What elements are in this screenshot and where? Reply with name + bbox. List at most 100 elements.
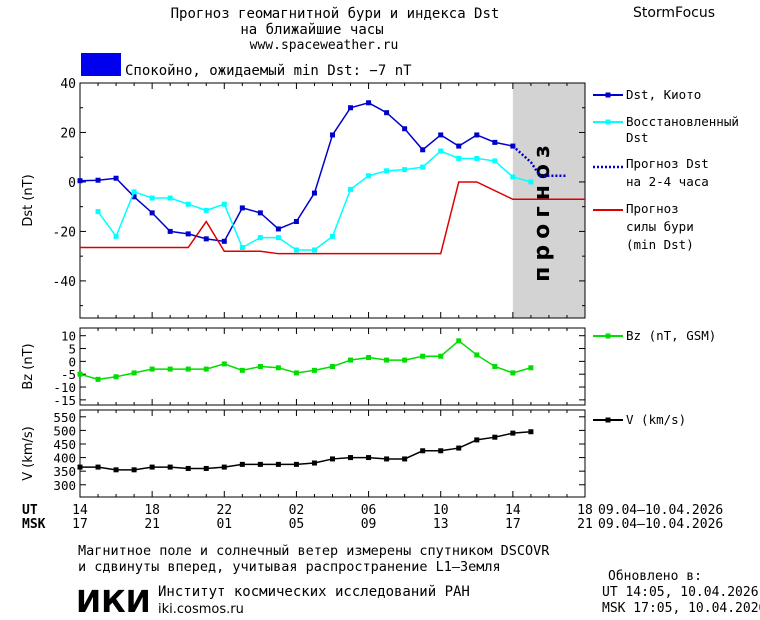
y-tick-label: 350 — [53, 464, 76, 479]
data-point — [438, 353, 444, 359]
msk-tick-label: 05 — [289, 517, 305, 532]
data-point — [311, 190, 317, 196]
institute-url[interactable]: iki.cosmos.ru — [158, 602, 244, 617]
data-point — [330, 364, 335, 369]
ut-tick-label: 14 — [505, 503, 521, 518]
data-point — [510, 174, 516, 180]
data-point — [185, 201, 191, 207]
bz-legend: Bz (nT, GSM) — [593, 328, 716, 343]
data-point — [167, 464, 173, 470]
data-point — [474, 352, 480, 358]
data-point — [131, 189, 137, 195]
series-line — [97, 150, 532, 251]
data-point — [77, 464, 83, 470]
data-point — [95, 177, 101, 183]
data-point — [402, 357, 408, 363]
data-point — [348, 105, 354, 111]
data-point — [402, 456, 408, 462]
data-point — [149, 464, 155, 470]
data-point — [438, 132, 444, 138]
data-point — [95, 209, 101, 215]
data-point — [402, 167, 408, 173]
data-point — [420, 448, 426, 454]
data-point — [366, 173, 372, 179]
y-tick-label: 500 — [53, 423, 76, 438]
ut-tick-label: 22 — [216, 503, 232, 518]
data-point — [275, 226, 281, 232]
msk-tick-label: 17 — [505, 517, 521, 532]
y-tick-label: 0 — [68, 176, 76, 191]
data-point — [456, 445, 462, 451]
data-point — [167, 366, 173, 372]
dst-panel: прогноз 40 20 0 -20 -40 Dst (nT) — [21, 77, 586, 319]
data-point — [474, 155, 480, 161]
data-point — [492, 364, 498, 369]
series-line — [80, 181, 585, 255]
legend-label: V (km/s) — [626, 412, 686, 427]
data-point — [384, 168, 390, 174]
data-point — [438, 148, 444, 154]
y-axis-label: Dst (nT) — [21, 174, 36, 226]
data-point — [257, 364, 263, 369]
legend-marker — [605, 92, 611, 98]
data-point — [185, 231, 191, 237]
data-point — [528, 179, 534, 185]
data-point — [474, 437, 480, 443]
data-point — [113, 374, 119, 380]
msk-tick-label: 21 — [577, 517, 593, 532]
data-point — [257, 210, 263, 216]
data-point — [528, 365, 534, 371]
data-point — [221, 464, 227, 470]
data-point — [420, 164, 426, 170]
data-point — [131, 370, 137, 376]
msk-tick-label: 13 — [433, 517, 449, 532]
data-point — [402, 126, 408, 132]
y-tick-label: 40 — [60, 77, 76, 92]
data-point — [366, 355, 372, 361]
series-line — [79, 339, 532, 381]
data-point — [257, 461, 263, 467]
msk-tick-label: 17 — [72, 517, 88, 532]
data-point — [131, 194, 137, 200]
data-point — [456, 338, 462, 344]
ut-label: UT — [22, 503, 38, 518]
y-tick-label: 550 — [53, 410, 76, 425]
site-url[interactable]: www.spaceweather.ru — [250, 38, 399, 53]
data-point — [77, 178, 83, 184]
data-point — [456, 155, 462, 161]
msk-label: MSK — [22, 517, 46, 532]
plot-frame — [79, 82, 586, 319]
y-tick-label: 300 — [53, 478, 76, 493]
y-tick-label: 450 — [53, 437, 76, 452]
data-point — [366, 100, 372, 106]
data-point — [348, 186, 354, 192]
data-point — [239, 245, 245, 250]
y-tick-label: -20 — [53, 225, 76, 240]
data-point — [510, 430, 516, 436]
data-point — [203, 366, 209, 372]
data-point — [384, 110, 390, 116]
plot-frame — [79, 409, 586, 498]
forecast-band-label: прогноз — [530, 139, 555, 282]
data-point — [77, 371, 83, 377]
y-axis-label: Bz (nT) — [21, 343, 36, 389]
legend-label: Bz (nT, GSM) — [626, 328, 716, 343]
data-point — [131, 467, 137, 473]
ut-tick-label: 10 — [433, 503, 449, 518]
data-point — [167, 228, 173, 234]
msk-date-range: 09.04–10.04.2026 — [598, 517, 723, 532]
data-point — [348, 455, 354, 461]
title-line-1: Прогноз геомагнитной бури и индекса Dst — [171, 6, 500, 22]
data-point — [185, 465, 191, 471]
legend-label: Dst — [626, 130, 649, 145]
iki-logo: ИКИ — [76, 585, 151, 620]
data-point — [420, 147, 426, 153]
updated-msk: MSK 17:05, 10.04.2026 — [602, 601, 760, 616]
data-point — [384, 357, 390, 363]
footer-note-line-2: и сдвинуты вперед, учитывая распростране… — [78, 559, 501, 575]
forecast-band — [512, 83, 585, 318]
data-point — [293, 247, 299, 253]
data-point — [95, 464, 101, 470]
y-tick-label: 0 — [68, 354, 76, 369]
